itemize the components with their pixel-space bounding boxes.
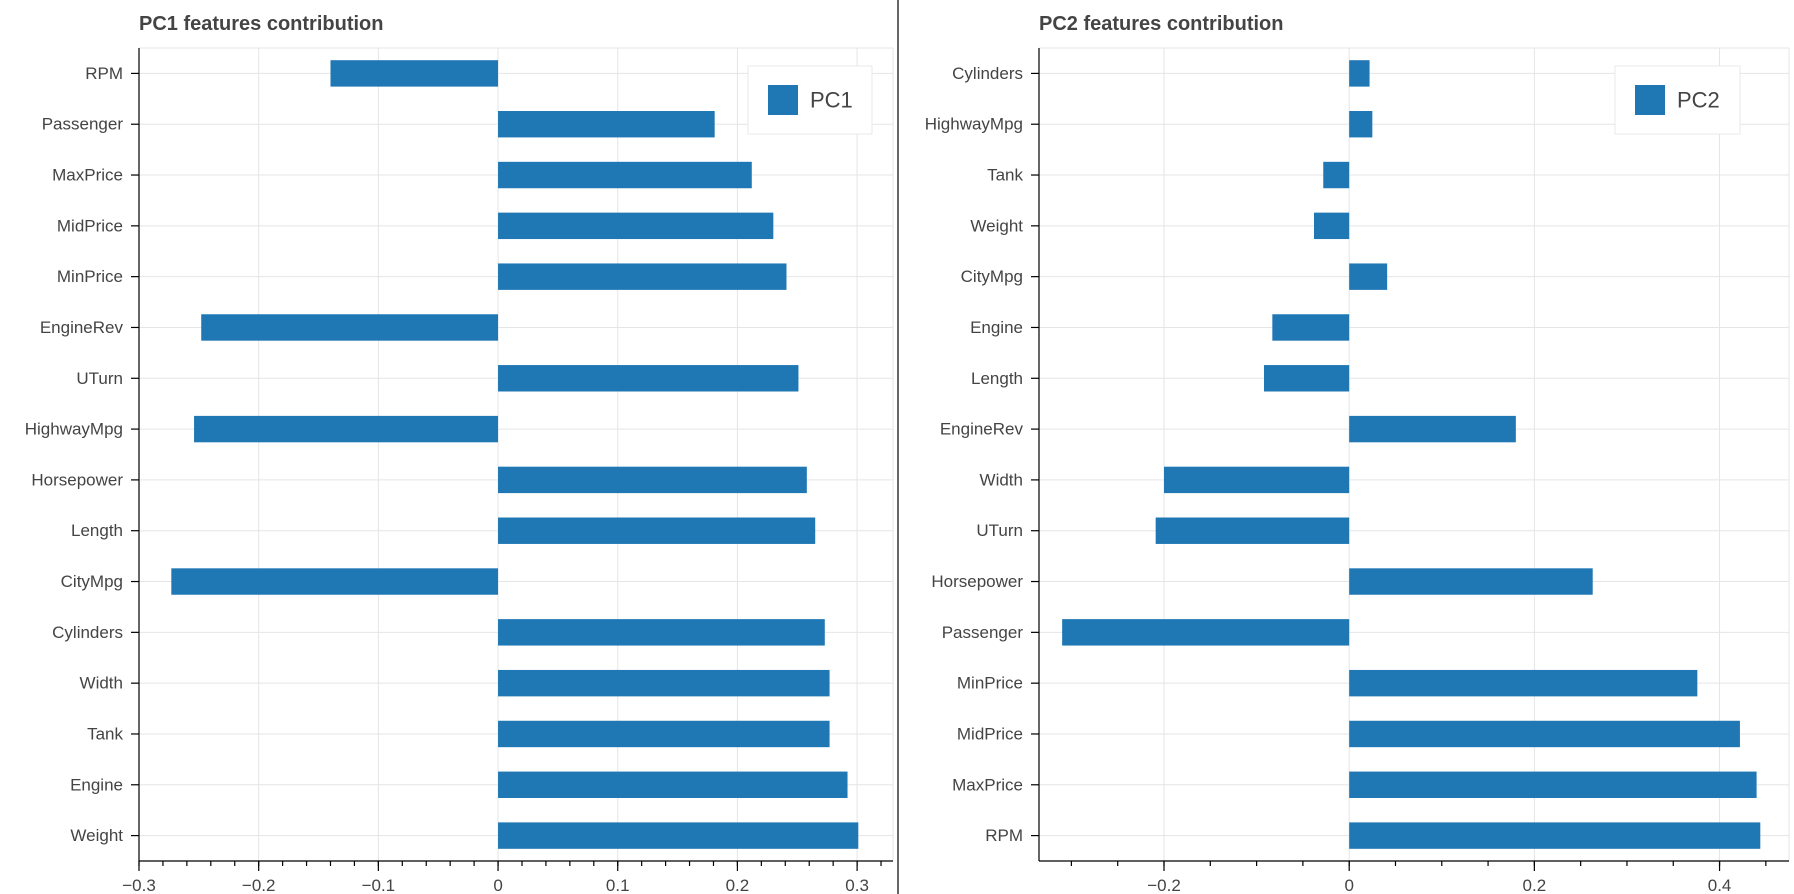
x-tick-label: −0.2 bbox=[1147, 876, 1181, 894]
bar-passenger bbox=[498, 111, 715, 138]
y-tick-label-uturn: UTurn bbox=[976, 521, 1023, 540]
bar-length bbox=[1264, 365, 1350, 392]
y-tick-label-rpm: RPM bbox=[985, 826, 1023, 845]
y-tick-label-passenger: Passenger bbox=[942, 623, 1024, 642]
bar-rpm bbox=[1349, 822, 1761, 849]
y-tick-label-highwaympg: HighwayMpg bbox=[925, 115, 1023, 134]
y-tick-label-engine: Engine bbox=[970, 318, 1023, 337]
bar-tank bbox=[498, 720, 830, 748]
bar-engine bbox=[1272, 314, 1350, 341]
bar-weight bbox=[498, 822, 859, 849]
bar-length bbox=[498, 517, 816, 544]
x-tick-label: −0.1 bbox=[362, 876, 396, 894]
bar-midprice bbox=[498, 212, 774, 240]
legend-label: PC1 bbox=[810, 88, 853, 113]
legend-swatch bbox=[768, 85, 798, 115]
bar-horsepower bbox=[498, 466, 807, 494]
bar-passenger bbox=[1062, 619, 1350, 646]
y-tick-label-cylinders: Cylinders bbox=[52, 623, 123, 642]
y-tick-label-maxprice: MaxPrice bbox=[952, 775, 1023, 794]
pc1-chart: RPM Passenger MaxPrice MidPrice MinPrice Engi… bbox=[25, 13, 894, 894]
bar-weight bbox=[1314, 212, 1350, 240]
bar-maxprice bbox=[498, 161, 752, 189]
pc2-chart: Cylinders HighwayMpg Tank Weight CityMpg Engi… bbox=[925, 13, 1790, 894]
bar-width bbox=[498, 669, 830, 697]
y-tick-label-horsepower: Horsepower bbox=[931, 572, 1023, 591]
y-tick-label-enginerev: EngineRev bbox=[940, 420, 1024, 439]
y-tick-label-enginerev: EngineRev bbox=[40, 318, 124, 337]
x-tick-label: 0.2 bbox=[726, 876, 750, 894]
bar-width bbox=[1164, 466, 1350, 494]
y-tick-label-weight: Weight bbox=[70, 826, 123, 845]
y-tick-label-midprice: MidPrice bbox=[957, 724, 1023, 743]
x-tick-label: 0.2 bbox=[1523, 876, 1547, 894]
y-tick-label-minprice: MinPrice bbox=[57, 267, 123, 286]
x-tick-label: 0.4 bbox=[1708, 876, 1732, 894]
y-tick-label-citympg: CityMpg bbox=[61, 572, 123, 591]
bar-maxprice bbox=[1349, 771, 1757, 798]
bar-highwaympg bbox=[1349, 111, 1373, 138]
y-tick-label-rpm: RPM bbox=[85, 64, 123, 83]
bar-minprice bbox=[498, 263, 787, 290]
bar-cylinders bbox=[498, 619, 825, 646]
chart-title: PC1 features contribution bbox=[139, 13, 383, 35]
bar-horsepower bbox=[1349, 568, 1593, 595]
bar-citympg bbox=[171, 568, 499, 595]
bar-rpm bbox=[330, 60, 499, 87]
x-tick-label: −0.3 bbox=[122, 876, 156, 894]
chart-title: PC2 features contribution bbox=[1039, 13, 1283, 35]
y-tick-label-horsepower: Horsepower bbox=[31, 470, 123, 489]
x-tick-label: 0 bbox=[1344, 876, 1353, 894]
legend-label: PC2 bbox=[1677, 88, 1720, 113]
y-tick-label-engine: Engine bbox=[70, 775, 123, 794]
x-tick-label: −0.2 bbox=[242, 876, 276, 894]
y-tick-label-width: Width bbox=[80, 674, 123, 693]
bar-uturn bbox=[498, 365, 799, 392]
bar-engine bbox=[498, 771, 848, 798]
bar-midprice bbox=[1349, 720, 1740, 748]
bar-uturn bbox=[1155, 517, 1350, 544]
y-tick-label-weight: Weight bbox=[970, 216, 1023, 235]
legend-swatch bbox=[1635, 85, 1665, 115]
bar-highwaympg bbox=[194, 415, 499, 443]
y-tick-label-width: Width bbox=[980, 470, 1023, 489]
y-tick-label-uturn: UTurn bbox=[76, 369, 123, 388]
y-tick-label-passenger: Passenger bbox=[42, 115, 124, 134]
y-tick-label-maxprice: MaxPrice bbox=[52, 166, 123, 185]
bar-tank bbox=[1323, 161, 1350, 189]
x-tick-label: 0.1 bbox=[606, 876, 630, 894]
y-tick-label-minprice: MinPrice bbox=[957, 674, 1023, 693]
x-tick-label: 0.3 bbox=[845, 876, 869, 894]
y-tick-label-tank: Tank bbox=[987, 166, 1023, 185]
y-tick-label-midprice: MidPrice bbox=[57, 216, 123, 235]
y-tick-label-cylinders: Cylinders bbox=[952, 64, 1023, 83]
y-tick-label-length: Length bbox=[71, 521, 123, 540]
y-tick-label-length: Length bbox=[971, 369, 1023, 388]
y-tick-label-tank: Tank bbox=[87, 724, 123, 743]
bar-enginerev bbox=[1349, 415, 1516, 443]
bar-enginerev bbox=[201, 314, 499, 341]
bar-cylinders bbox=[1349, 60, 1370, 87]
bar-citympg bbox=[1349, 263, 1388, 290]
y-tick-label-citympg: CityMpg bbox=[961, 267, 1023, 286]
y-tick-label-highwaympg: HighwayMpg bbox=[25, 420, 123, 439]
x-tick-label: 0 bbox=[493, 876, 502, 894]
bar-minprice bbox=[1349, 669, 1698, 697]
